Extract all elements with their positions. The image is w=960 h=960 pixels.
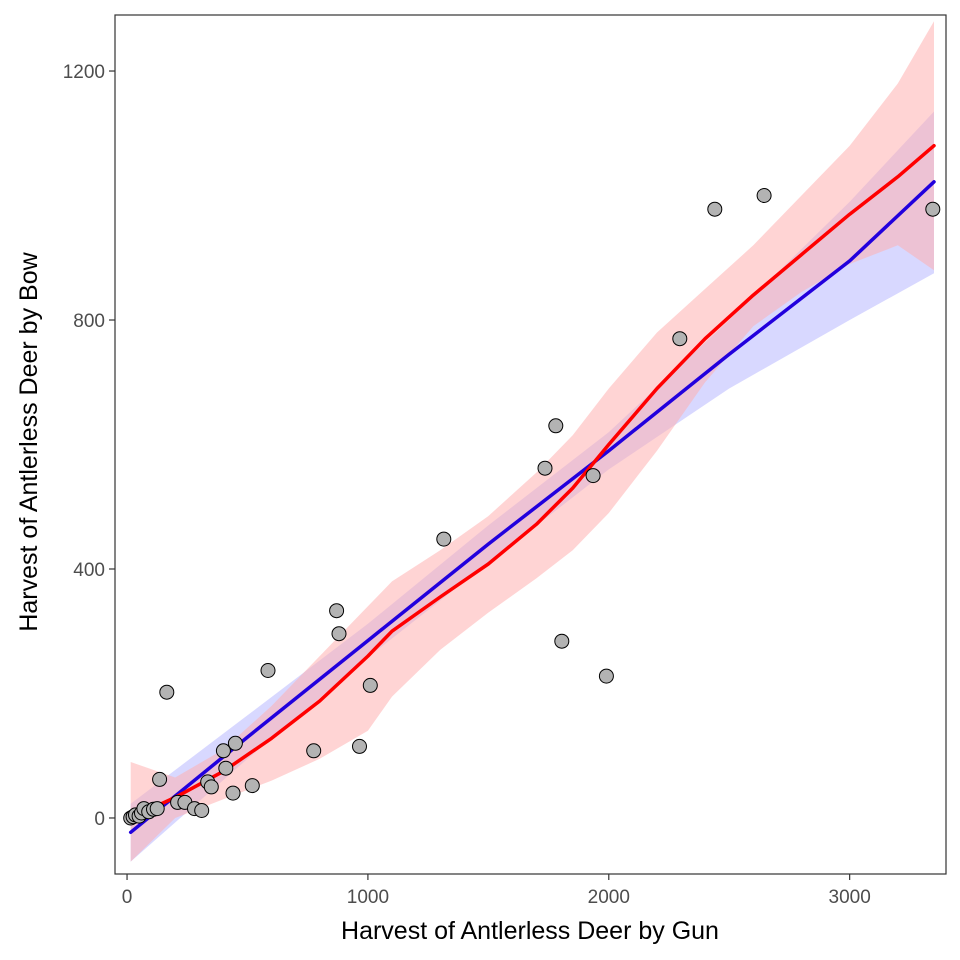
x-tick-label: 1000 [347,887,389,908]
confidence-bands [130,21,934,862]
data-point [306,743,322,759]
data-point [152,771,168,787]
data-point [352,738,367,754]
data-point [436,531,452,547]
data-point [194,803,210,818]
x-tick-label: 0 [122,887,133,908]
data-point [756,188,772,203]
x-axis-title: Harvest of Antlerless Deer by Gun [341,917,719,945]
data-point [329,603,345,619]
data-point [598,668,614,684]
x-tick-label: 3000 [829,887,871,908]
y-tick-label: 800 [73,311,105,332]
data-point [260,663,276,678]
data-point [225,785,241,801]
loess-confidence-band [130,21,934,862]
data-point [537,460,553,476]
data-point [672,331,688,347]
x-axis: 0 1000 2000 3000 [122,874,871,908]
data-point [925,201,941,217]
data-point [149,801,165,817]
data-point [227,735,243,751]
data-point [548,418,564,434]
data-point [159,684,175,700]
linear-fit-line [128,180,936,835]
data-point [218,760,234,776]
x-tick-label: 2000 [588,887,630,908]
data-point [707,201,723,217]
data-point [215,743,231,759]
data-point [244,778,260,794]
data-point [362,677,378,693]
loess-fit-line [128,143,936,820]
data-point [554,633,570,649]
data-point [585,468,601,484]
y-axis-title: Harvest of Antlerless Deer by Bow [15,251,43,631]
data-point [331,626,347,642]
y-axis: 0 400 800 1200 [63,62,115,830]
data-point [203,779,219,795]
y-tick-label: 1200 [63,62,105,83]
panel-border [114,14,947,875]
data-points [123,188,941,826]
fit-lines [128,143,936,835]
y-tick-label: 0 [94,809,105,830]
y-tick-label: 400 [73,560,105,581]
